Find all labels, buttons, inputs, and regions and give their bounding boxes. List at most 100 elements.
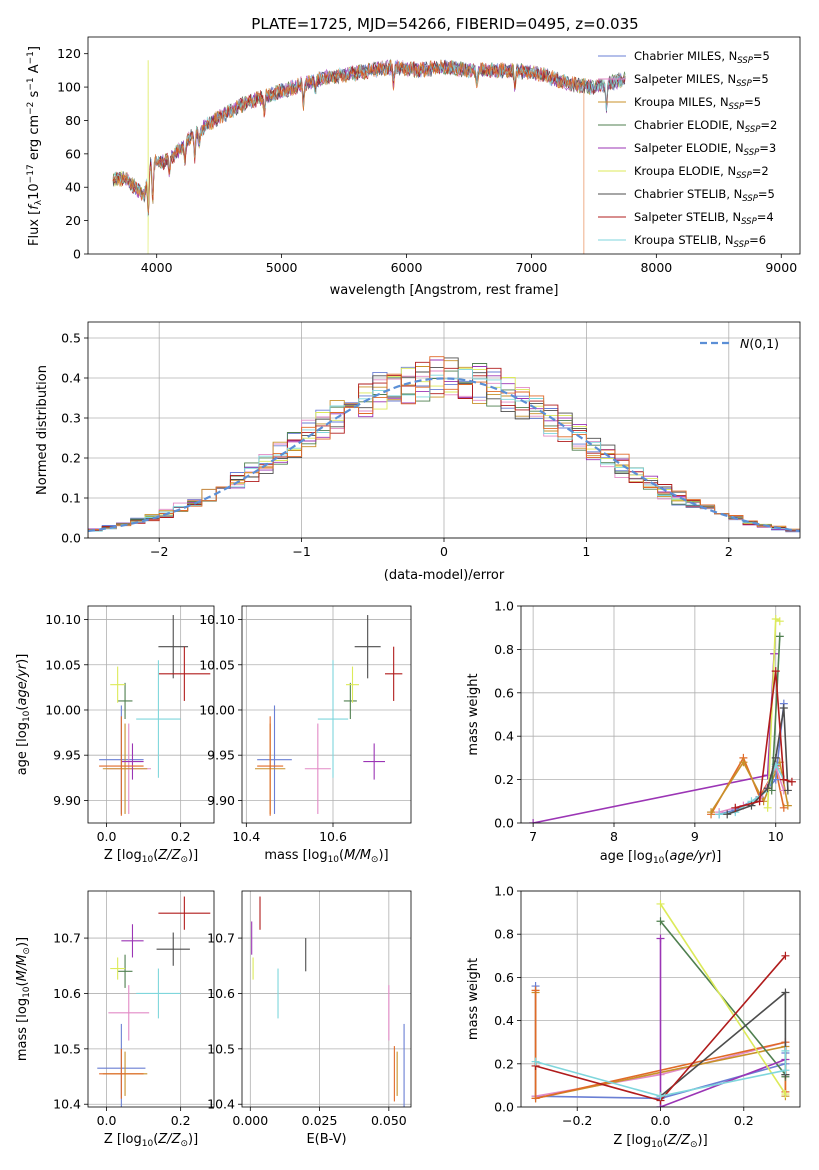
label-part: ( bbox=[153, 848, 158, 863]
weight-marker bbox=[779, 703, 788, 712]
label-part: −17 bbox=[26, 164, 36, 183]
panel-spectrum: 4000 5000 6000 7000 8000 9000 0 20 40 60 80 100 120 w… bbox=[26, 36, 801, 298]
label-part: A bbox=[27, 64, 42, 77]
label-part: λ bbox=[34, 199, 44, 205]
label-part: ( bbox=[15, 981, 30, 986]
x-axis-label: (data-model)/error bbox=[384, 568, 505, 583]
errorbar-point bbox=[354, 615, 381, 679]
plot-area bbox=[251, 896, 405, 1107]
label-part: )] bbox=[698, 1133, 708, 1148]
x-axis-label: wavelength [Angstrom, rest frame] bbox=[330, 283, 559, 298]
y-tick-label: 0.0 bbox=[61, 531, 81, 546]
label-part: Normed distribution bbox=[35, 365, 50, 495]
label-part: )] bbox=[15, 937, 30, 947]
x-tick-label: 4000 bbox=[141, 260, 173, 275]
y-tick-label: 20 bbox=[65, 213, 81, 228]
y-tick-label: 0.0 bbox=[494, 816, 514, 831]
label-part: 10 bbox=[22, 710, 32, 722]
legend-text: Kroupa MILES, N bbox=[634, 95, 729, 109]
label-part: ] bbox=[27, 46, 42, 51]
y-tick-label: 9.90 bbox=[53, 793, 81, 808]
legend-post: =2 bbox=[760, 118, 777, 132]
label-part: age/yr bbox=[669, 849, 712, 864]
y-axis-label: mass weight bbox=[466, 958, 481, 1040]
x-tick-label: 0.2 bbox=[171, 829, 191, 844]
y-tick-label: 9.95 bbox=[207, 748, 235, 763]
label-part: −1 bbox=[26, 51, 36, 64]
weight-marker bbox=[771, 753, 780, 762]
errorbar-point bbox=[136, 968, 181, 1019]
panel-mass_weight_vs_age: 7 8 9 10 0.0 0.2 0.4 0.6 0.8 1.0 age [log10​(age/y… bbox=[466, 599, 801, 866]
legend-entry: Chabrier MILES, NSSP=5 bbox=[634, 49, 770, 66]
legend-sub: SSP bbox=[734, 240, 750, 250]
legend-entry: Chabrier ELODIE, NSSP=2 bbox=[634, 118, 777, 135]
label-part: ⊙ bbox=[371, 855, 379, 865]
y-tick-label: 10.05 bbox=[199, 657, 235, 672]
panel-residuals: −2 −1 0 1 2 0.0 0.1 0.2 0.3 0.4 0.5 (data-model)/er… bbox=[35, 321, 801, 583]
x-tick-label: 9 bbox=[691, 829, 699, 844]
errorbar-point bbox=[110, 666, 126, 703]
weight-marker bbox=[656, 934, 665, 943]
errorbar-point bbox=[257, 716, 284, 816]
x-tick-label: 0.0 bbox=[97, 1113, 117, 1128]
y-tick-label: 0.1 bbox=[61, 491, 81, 506]
errorbar-point bbox=[121, 743, 144, 780]
label-part: mass weight bbox=[466, 958, 481, 1040]
x-axis-label: Z [log10​(Z/Z⊙​)] bbox=[104, 848, 198, 865]
weight-series bbox=[731, 667, 796, 812]
y-tick-label: 60 bbox=[65, 146, 81, 161]
x-tick-label: 7 bbox=[529, 829, 537, 844]
y-axis-label: Normed distribution bbox=[35, 365, 50, 495]
errorbar-point bbox=[363, 743, 385, 780]
errorbar-point bbox=[385, 646, 403, 701]
weight-series bbox=[531, 1046, 790, 1101]
y-tick-label: 0.4 bbox=[494, 1013, 514, 1028]
y-tick-label: 10.00 bbox=[199, 702, 235, 717]
legend-text: Salpeter MILES, N bbox=[634, 72, 736, 86]
ticks: 10.4 10.6 9.90 9.95 10.00 10.05 10.10 bbox=[199, 612, 347, 844]
errorbar-point bbox=[99, 716, 144, 816]
x-tick-label: 10 bbox=[768, 829, 784, 844]
weight-line bbox=[770, 636, 781, 791]
weight-line bbox=[726, 707, 789, 816]
label-part: ⊙ bbox=[180, 1139, 188, 1149]
x-axis-label: E(B-V) bbox=[306, 1132, 346, 1147]
gridlines bbox=[88, 891, 214, 1107]
gridlines bbox=[242, 891, 411, 1107]
weight-marker bbox=[787, 777, 796, 786]
label-part: 10 bbox=[22, 986, 32, 998]
label-part: ⊙ bbox=[690, 1140, 698, 1150]
weight-marker bbox=[781, 1066, 790, 1075]
legend-post: =4 bbox=[757, 210, 774, 224]
label-part: 10 bbox=[142, 855, 154, 865]
label-part: Z [log bbox=[613, 1133, 651, 1148]
label-part: E(B-V) bbox=[306, 1132, 346, 1147]
y-tick-label: 0.6 bbox=[494, 685, 514, 700]
weight-marker bbox=[781, 1090, 790, 1099]
weight-marker bbox=[775, 617, 784, 626]
weight-line bbox=[532, 653, 775, 823]
errorbar-point bbox=[108, 985, 150, 1041]
y-tick-label: 0.2 bbox=[61, 451, 81, 466]
y-tick-label: 10.6 bbox=[207, 986, 235, 1001]
y-tick-label: 0.5 bbox=[61, 331, 81, 346]
x-axis-label: Z [log10​(Z/Z⊙​)] bbox=[613, 1133, 707, 1150]
x-tick-label: 0.0 bbox=[97, 829, 117, 844]
ticks: 0.000 0.025 0.050 10.4 10.5 10.6 10.7 bbox=[207, 931, 407, 1128]
plot-area bbox=[97, 896, 211, 1107]
label-part: M/M bbox=[15, 955, 30, 982]
label-part: −1 bbox=[26, 77, 36, 90]
legend-post: =5 bbox=[752, 72, 769, 86]
legend-text: Chabrier ELODIE, N bbox=[634, 118, 745, 132]
axes-frame bbox=[87, 321, 801, 539]
weight-marker bbox=[763, 803, 772, 812]
label-part: ⊙ bbox=[180, 855, 188, 865]
errorbar-point bbox=[117, 954, 133, 988]
legend-sub: SSP bbox=[736, 171, 752, 181]
weight-marker bbox=[531, 986, 540, 995]
legend-text: (0,1) bbox=[749, 336, 779, 351]
legend-sub: SSP bbox=[729, 102, 745, 112]
y-tick-label: 10.10 bbox=[199, 612, 235, 627]
x-tick-label: 10.4 bbox=[232, 829, 260, 844]
panel-mass_weight_vs_Z: −0.2 0.0 0.2 0.0 0.2 0.4 0.6 0.8 1.0 Z [log10​(Z/… bbox=[466, 884, 801, 1150]
